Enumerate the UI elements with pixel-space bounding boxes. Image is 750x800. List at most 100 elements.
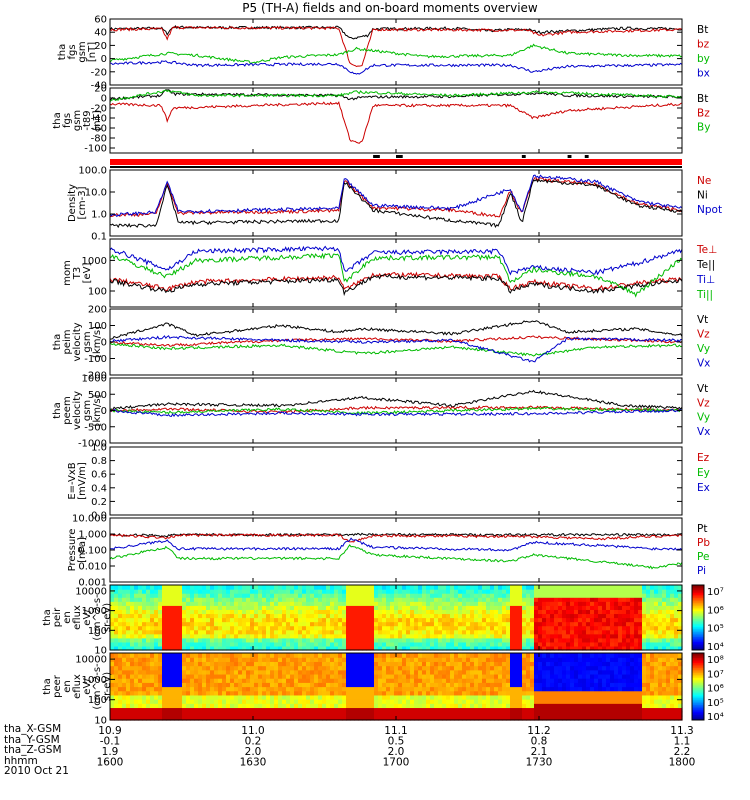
x-axis-labels: tha_X-GSM tha_Y-GSM tha_Z-GSM hhmm 2010 … [4, 724, 69, 777]
y-tick-label: 100 [88, 321, 107, 332]
y-axis-label: [nPa] [77, 537, 88, 563]
x-axis-value: 2.2 [674, 746, 691, 758]
legend-label: Te|| [696, 259, 715, 271]
y-tick-label: -80 [91, 134, 107, 145]
x-axis-value: 1.9 [102, 746, 119, 758]
y-axis-label: [km/s] [92, 326, 103, 358]
colorbar-tick-label: 10⁶ [707, 684, 724, 695]
y-tick-label: 0.6 [91, 470, 107, 481]
y-tick-label: -40 [91, 114, 107, 125]
y-axis-label: tha [42, 609, 53, 625]
series-line [110, 406, 682, 416]
y-tick-label: 100 [88, 626, 107, 637]
series-line [110, 245, 682, 276]
panel-frame [109, 169, 683, 237]
series-line [110, 25, 682, 68]
legend-label: Pb [697, 537, 710, 549]
legend-label: Ti⊥ [696, 274, 715, 286]
y-tick-label: 10.000 [72, 514, 107, 525]
y-tick-label: 1.0 [91, 210, 107, 221]
y-axis-label: -t89 [82, 110, 93, 130]
legend-label: bx [697, 68, 710, 80]
legend-label: Vt [697, 314, 708, 326]
y-tick-label: -20 [91, 67, 107, 78]
y-axis-label: tha [42, 678, 53, 694]
x-axis-value: 2.1 [531, 746, 548, 758]
x-axis-value: -0.1 [100, 736, 121, 748]
legend-label: Vz [697, 397, 710, 409]
legend-label: Pi [697, 565, 706, 577]
y-axis-label: [nT] [87, 42, 98, 62]
x-row-label: tha_Y-GSM [4, 733, 60, 746]
y-axis-label: peir [52, 607, 63, 627]
legend-label: Pe [697, 551, 709, 563]
y-tick-label: 60 [94, 15, 107, 26]
y-axis-label: tha [52, 402, 63, 418]
y-tick-label: 0.001 [78, 578, 107, 589]
y-axis-label: [cm-3] [77, 186, 88, 219]
mode-bar [110, 166, 682, 168]
series-line [110, 405, 682, 415]
colorbar-tick-label: 10⁴ [707, 712, 724, 723]
series-line [110, 60, 682, 75]
y-tick-label: 10000 [75, 586, 107, 597]
legend-label: Ex [697, 482, 710, 494]
y-tick-label: 10.0 [85, 188, 107, 199]
y-tick-label: -40 [91, 81, 107, 92]
colorbar-tick-label: 10⁵ [707, 698, 724, 709]
series-line [110, 537, 682, 552]
y-tick-label: 40 [94, 28, 107, 39]
y-tick-label: 100 [88, 695, 107, 706]
y-tick-label: 0.2 [91, 497, 107, 508]
y-axis-label: peer [52, 674, 63, 698]
series-line [110, 408, 682, 418]
legend-label: Vy [697, 343, 710, 355]
y-tick-label: 1000 [82, 675, 107, 686]
y-tick-label: 20 [94, 84, 107, 95]
x-axis-value: 10.9 [98, 725, 121, 737]
x-row-label: hhmm [4, 754, 38, 767]
y-tick-label: 1000 [82, 256, 107, 267]
legend-label: Bt [697, 24, 708, 36]
y-axis-label: tha [52, 334, 63, 350]
flag-mark [373, 155, 380, 158]
y-tick-label: 20 [94, 41, 107, 52]
x-axis-value: 11.2 [527, 725, 550, 737]
x-axis-value: 1.1 [674, 736, 691, 748]
colorbar-tick-label: 10⁷ [707, 669, 724, 680]
x-axis-value: 1700 [383, 757, 410, 769]
y-axis-label: T3 [72, 267, 83, 280]
y-tick-label: 100.0 [78, 166, 107, 177]
colorbar-tick-label: 10⁶ [707, 605, 724, 616]
y-tick-label: 0.100 [78, 546, 107, 557]
y-tick-label: 500 [88, 390, 107, 401]
x-axis-value: 1800 [669, 757, 696, 769]
y-tick-label: -60 [91, 124, 107, 135]
panel-pressure [110, 532, 682, 570]
y-axis-label: (cm^2-s- [92, 594, 103, 641]
y-axis-label: [nT] [92, 110, 103, 130]
y-axis-label: peem [62, 396, 73, 424]
x-axis-value: 1600 [97, 757, 124, 769]
legend-label: bz [697, 39, 710, 51]
y-axis-label: sr-eV) [102, 672, 113, 701]
series-line [110, 178, 682, 229]
y-axis-label: eV/ [82, 609, 93, 626]
flag-mark [584, 155, 589, 158]
y-axis-label: peim [62, 329, 73, 354]
x-row-label: tha_Z-GSM [4, 744, 62, 756]
panel-temperature [110, 245, 682, 298]
x-axis-value: 0.8 [531, 736, 548, 748]
legend-label: Bt [697, 93, 708, 105]
legend-label: Vy [697, 412, 710, 424]
colorbar-tick-label: 10⁴ [707, 642, 724, 653]
y-axis-label: gsm [82, 400, 93, 421]
y-axis-label: eflux [72, 605, 83, 630]
panel-electron-velocity [110, 389, 682, 418]
x-axis-value: 0.5 [388, 736, 405, 748]
flag-mark [521, 155, 526, 158]
panel-bfield [110, 24, 682, 75]
series-line [110, 544, 682, 570]
legend-label: Ey [697, 467, 710, 479]
x-axis-value: 2.0 [388, 746, 405, 758]
